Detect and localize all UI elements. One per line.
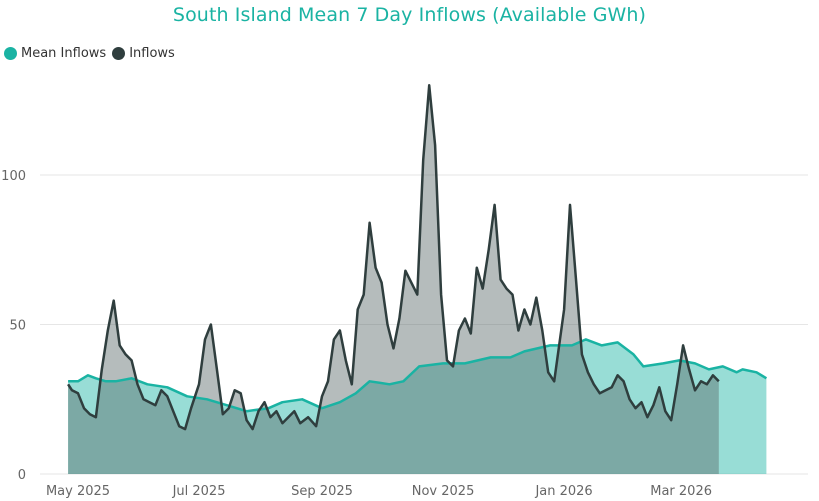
- legend: Mean Inflows Inflows: [4, 46, 181, 61]
- x-tick-label: May 2025: [46, 484, 110, 499]
- y-tick-label: 0: [18, 468, 26, 483]
- x-tick-label: Sep 2025: [291, 484, 353, 499]
- x-tick-label: Jul 2025: [172, 484, 226, 499]
- legend-label-mean-inflows: Mean Inflows: [21, 46, 107, 61]
- mean-inflows-line: [68, 338, 768, 413]
- inflows-line: [67, 84, 720, 431]
- legend-marker-inflows: [112, 47, 126, 60]
- inflows-area: [68, 85, 719, 475]
- legend-item-inflows[interactable]: Inflows: [112, 46, 175, 61]
- legend-item-mean-inflows[interactable]: Mean Inflows: [4, 46, 106, 61]
- x-tick-label: Nov 2025: [412, 484, 475, 499]
- x-tick-label: Mar 2026: [650, 484, 712, 499]
- mean-inflows-area: [68, 339, 767, 474]
- legend-marker-mean-inflows: [4, 47, 17, 60]
- chart-title: South Island Mean 7 Day Inflows (Availab…: [172, 4, 647, 26]
- legend-label-inflows: Inflows: [129, 46, 175, 61]
- y-tick-label: 50: [9, 319, 26, 334]
- y-tick-label: 100: [1, 169, 26, 184]
- x-tick-label: Jan 2026: [534, 484, 592, 499]
